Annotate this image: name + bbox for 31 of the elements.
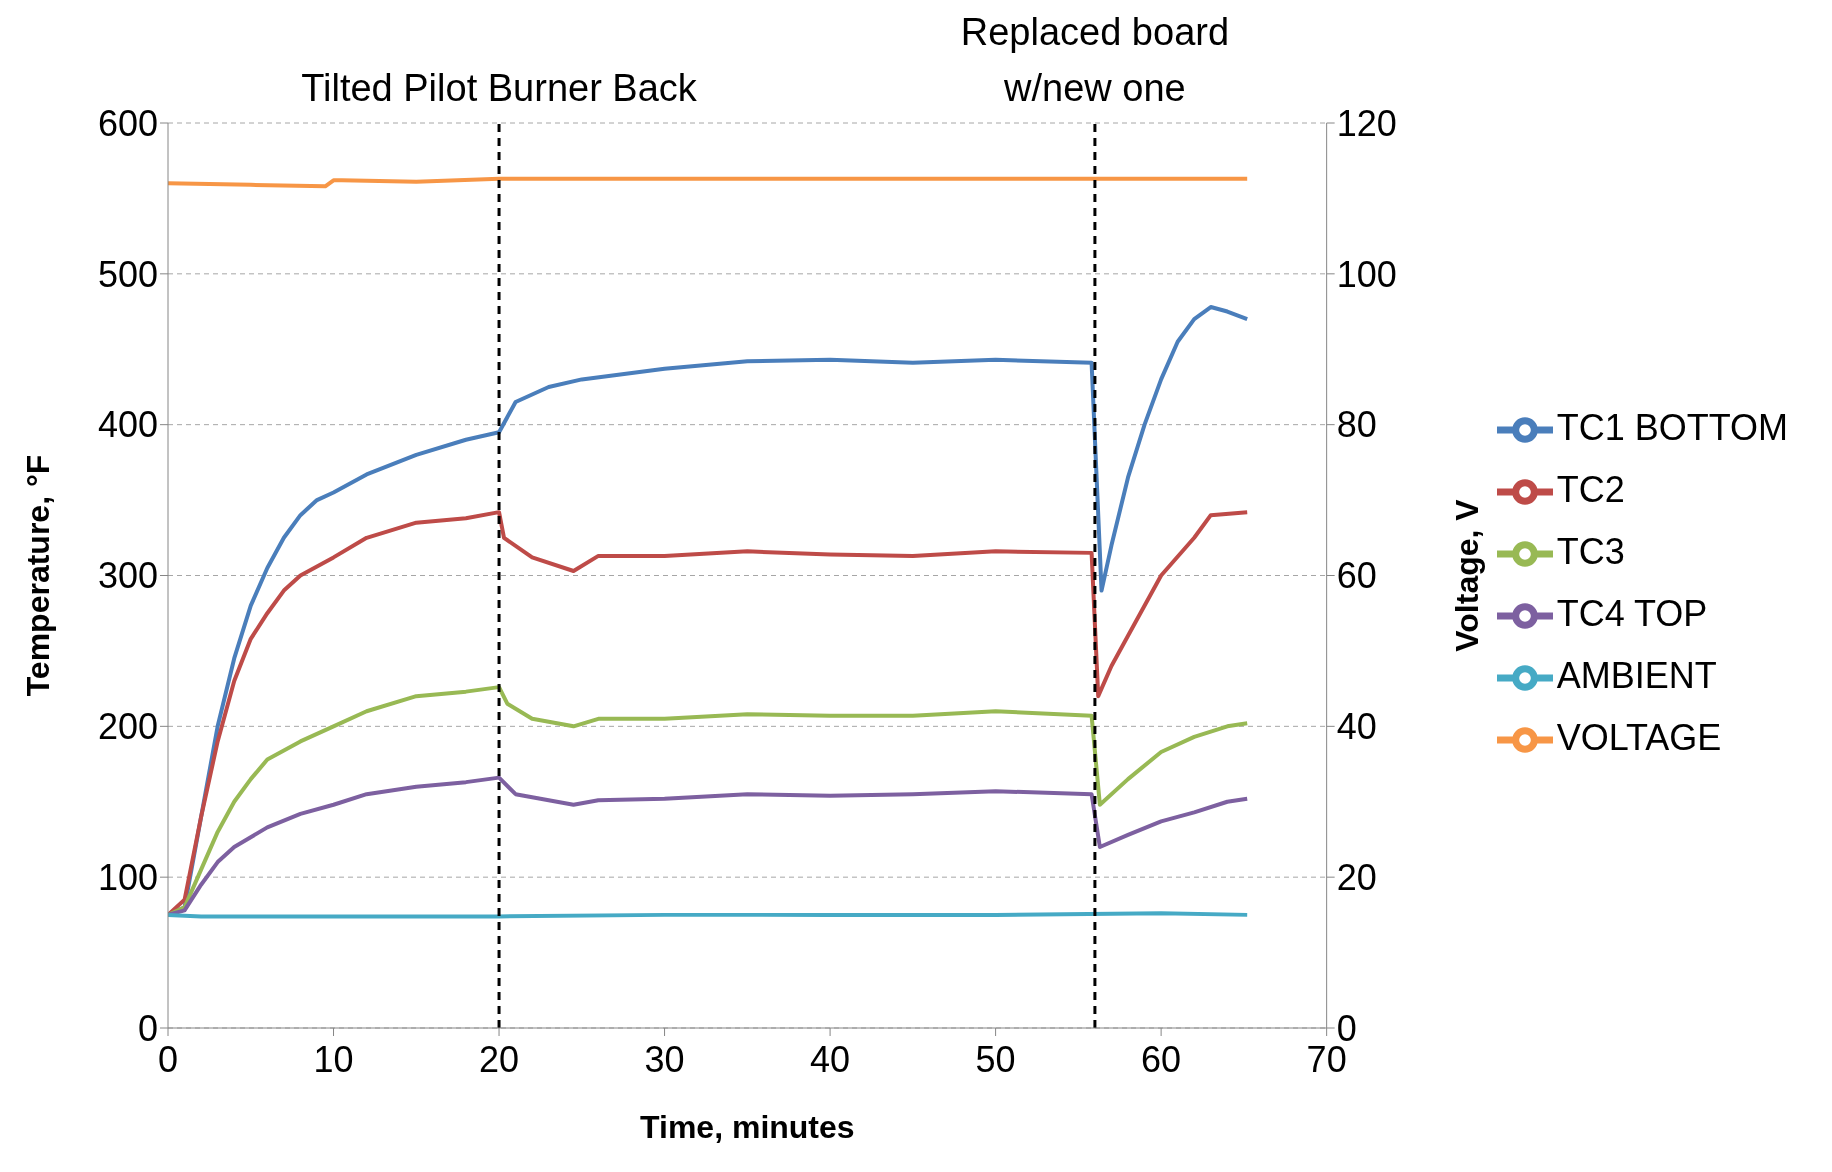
y-axis-title: Temperature, °F — [20, 454, 57, 697]
y2-tick-label: 60 — [1336, 555, 1377, 597]
legend-label: TC2 — [1556, 469, 1625, 510]
ref-line-label: Replaced board w/new one — [960, 11, 1230, 109]
legend-label: AMBIENT — [1556, 655, 1717, 696]
y2-tick-label: 80 — [1336, 404, 1377, 446]
legend-label: VOLTAGE — [1556, 717, 1722, 758]
legend-label: TC3 — [1556, 531, 1625, 572]
line-series — [168, 176, 1250, 189]
y-tick-label: 200 — [97, 706, 158, 748]
x-tick-label: 50 — [975, 1038, 1016, 1080]
y-tick-label: 600 — [97, 102, 158, 144]
legend-label: TC1 BOTTOM — [1556, 407, 1788, 448]
y-tick-label: 300 — [97, 555, 158, 597]
y-tick-label: 500 — [97, 253, 158, 295]
ref-line-label: Tilted Pilot Burner Back — [301, 67, 698, 109]
x-tick-label: 10 — [313, 1038, 354, 1080]
legend-label: TC4 TOP — [1556, 593, 1708, 634]
y2-tick-label: 40 — [1336, 706, 1377, 748]
y-tick-label: 100 — [97, 856, 158, 898]
x-tick-label: 60 — [1141, 1038, 1182, 1080]
x-tick-label: 40 — [810, 1038, 851, 1080]
y2-axis-title: Voltage, V — [1449, 498, 1485, 652]
x-axis-title: Time, minutes — [640, 1109, 855, 1145]
y-tick-label: 0 — [137, 1007, 158, 1049]
y-tick-label: 400 — [97, 404, 158, 446]
x-tick-label: 20 — [479, 1038, 520, 1080]
y2-tick-label: 20 — [1336, 856, 1377, 898]
x-tick-label: 30 — [644, 1038, 685, 1080]
y2-tick-label: 100 — [1336, 253, 1397, 295]
y2-tick-label: 120 — [1336, 102, 1397, 144]
